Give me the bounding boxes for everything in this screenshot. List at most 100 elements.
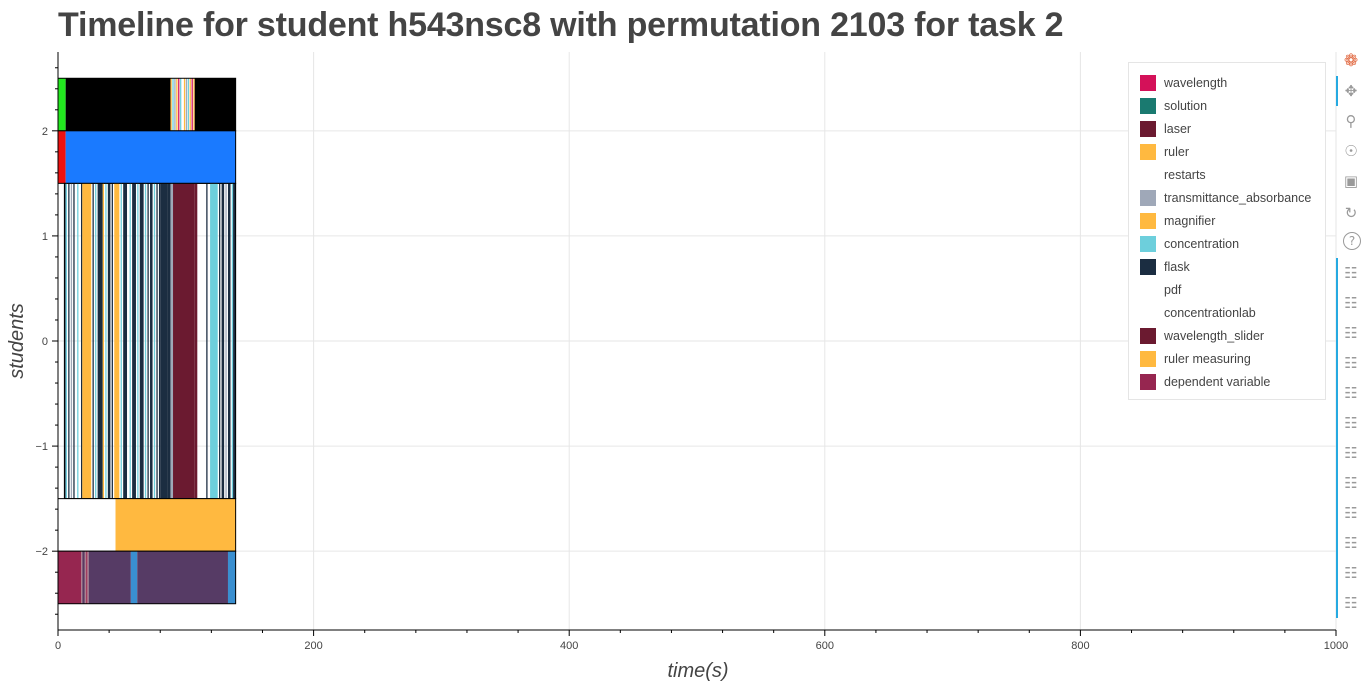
- legend-label: concentrationlab: [1164, 305, 1256, 320]
- legend-label: flask: [1164, 259, 1190, 274]
- timeline-segment: [81, 183, 83, 499]
- legend-item[interactable]: wavelength_slider: [1140, 324, 1264, 347]
- help-icon[interactable]: ?: [1343, 232, 1361, 250]
- legend-item[interactable]: ruler: [1140, 140, 1189, 163]
- pan-icon[interactable]: ✥: [1344, 82, 1358, 100]
- timeline-segment: [225, 183, 227, 499]
- timeline-segment: [120, 183, 122, 499]
- legend-swatch: [1140, 258, 1156, 275]
- hover-icon[interactable]: ☷: [1344, 534, 1358, 552]
- legend-swatch: [1140, 120, 1156, 137]
- hover-icon[interactable]: ☷: [1344, 564, 1358, 582]
- legend-label: dependent variable: [1164, 374, 1271, 389]
- timeline-segment: [147, 183, 149, 499]
- timeline-segment: [84, 551, 87, 604]
- bokeh-logo-icon: ❁: [1343, 51, 1359, 71]
- legend-label: wavelength: [1164, 75, 1228, 90]
- timeline-segment: [137, 183, 139, 499]
- legend-label: magnifier: [1164, 213, 1216, 228]
- timeline-segment: [107, 183, 111, 499]
- hover-icon[interactable]: ☷: [1344, 264, 1358, 282]
- timeline-segment: [176, 78, 178, 131]
- timeline-segment: [227, 183, 231, 499]
- timeline-segment: [137, 551, 228, 604]
- box-zoom-icon[interactable]: ⚲: [1345, 112, 1357, 130]
- hover-icon[interactable]: ☷: [1344, 594, 1358, 612]
- hover-icon[interactable]: ☷: [1344, 504, 1358, 522]
- legend-item[interactable]: magnifier: [1140, 209, 1215, 232]
- timeline-segment: [206, 183, 208, 499]
- hover-icon[interactable]: ☷: [1344, 384, 1358, 402]
- timeline-segment: [144, 183, 147, 499]
- x-tick-label: 1000: [1324, 640, 1348, 652]
- timeline-segment: [65, 130, 236, 184]
- y-tick-label: −1: [35, 441, 48, 453]
- legend-label: solution: [1164, 98, 1208, 113]
- legend-item[interactable]: ruler measuring: [1140, 347, 1251, 370]
- timeline-segment: [167, 183, 171, 499]
- hover-icon[interactable]: ☷: [1344, 294, 1358, 312]
- hover-icon[interactable]: ☷: [1344, 474, 1358, 492]
- timeline-segment: [130, 551, 138, 604]
- timeline-segment: [231, 183, 234, 499]
- x-tick-label: 400: [560, 640, 578, 652]
- legend-item[interactable]: concentrationlab: [1140, 301, 1256, 324]
- timeline-segment: [173, 183, 195, 499]
- timeline-segment: [82, 551, 85, 604]
- timeline-segment: [73, 183, 75, 499]
- timeline-segment: [65, 78, 171, 131]
- legend-item[interactable]: restarts: [1140, 163, 1206, 186]
- legend-item[interactable]: transmittance_absorbance: [1140, 186, 1311, 209]
- x-tick-label: 0: [55, 640, 61, 652]
- timeline-segment: [95, 183, 97, 499]
- hover-icon[interactable]: ☷: [1344, 414, 1358, 432]
- legend-item[interactable]: concentration: [1140, 232, 1239, 255]
- legend-item[interactable]: flask: [1140, 255, 1190, 278]
- legend-label: wavelength_slider: [1164, 328, 1265, 343]
- timeline-segment: [233, 183, 236, 499]
- active-tool-indicator: [1336, 76, 1338, 106]
- timeline-segment: [86, 551, 88, 604]
- timeline-segment: [181, 78, 184, 131]
- legend-swatch: [1140, 97, 1156, 114]
- timeline-segment: [58, 130, 66, 184]
- legend-swatch: [1140, 212, 1156, 229]
- legend-swatch: [1140, 373, 1156, 390]
- legend-item[interactable]: laser: [1140, 117, 1191, 140]
- timeline-segment: [114, 183, 120, 499]
- legend-item[interactable]: dependent variable: [1140, 370, 1270, 393]
- legend: wavelength solution laser ruler restarts tran…: [1128, 62, 1326, 400]
- save-icon[interactable]: ▣: [1343, 172, 1359, 190]
- x-axis-label: time(s): [667, 660, 728, 682]
- wheel-zoom-icon[interactable]: ☉: [1344, 142, 1358, 160]
- hover-icon[interactable]: ☷: [1344, 324, 1358, 342]
- timeline-segment: [191, 78, 193, 131]
- y-axis-label: students: [6, 303, 28, 379]
- grid-lines: [58, 52, 1337, 630]
- timeline-segment: [160, 183, 168, 499]
- timeline-bars: [57, 77, 237, 605]
- legend-swatch: [1140, 350, 1156, 367]
- timeline-segment: [58, 498, 116, 552]
- plot-toolbar: ❁ ✥ ⚲ ☉ ▣ ↻? ☷ ☷ ☷ ☷ ☷ ☷ ☷ ☷ ☷ ☷ ☷ ☷: [1336, 44, 1366, 644]
- legend-item[interactable]: pdf: [1140, 278, 1181, 301]
- legend-swatch: [1140, 235, 1156, 252]
- timeline-segment: [183, 78, 186, 131]
- timeline-segment: [82, 183, 92, 499]
- y-tick-label: 0: [42, 336, 48, 348]
- legend-label: laser: [1164, 121, 1192, 136]
- legend-swatch: [1140, 189, 1156, 206]
- legend-swatch: [1140, 281, 1156, 298]
- legend-item[interactable]: wavelength: [1140, 71, 1227, 94]
- legend-item[interactable]: solution: [1140, 94, 1207, 117]
- hover-icon[interactable]: ☷: [1344, 444, 1358, 462]
- timeline-segment: [194, 183, 198, 499]
- timeline-segment: [92, 183, 94, 499]
- timeline-segment: [70, 183, 73, 499]
- legend-label: transmittance_absorbance: [1164, 190, 1312, 205]
- hover-icon[interactable]: ☷: [1344, 354, 1358, 372]
- active-tool-indicator: [1336, 258, 1338, 618]
- timeline-segment: [58, 551, 82, 604]
- timeline-segment: [115, 498, 236, 552]
- reset-icon[interactable]: ↻: [1344, 204, 1358, 222]
